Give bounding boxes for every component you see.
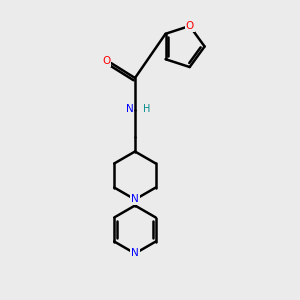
Text: N: N: [131, 248, 139, 259]
Text: N: N: [126, 104, 134, 115]
Text: H: H: [143, 104, 150, 115]
Text: O: O: [185, 21, 194, 31]
Text: O: O: [102, 56, 111, 67]
Text: N: N: [131, 194, 139, 205]
